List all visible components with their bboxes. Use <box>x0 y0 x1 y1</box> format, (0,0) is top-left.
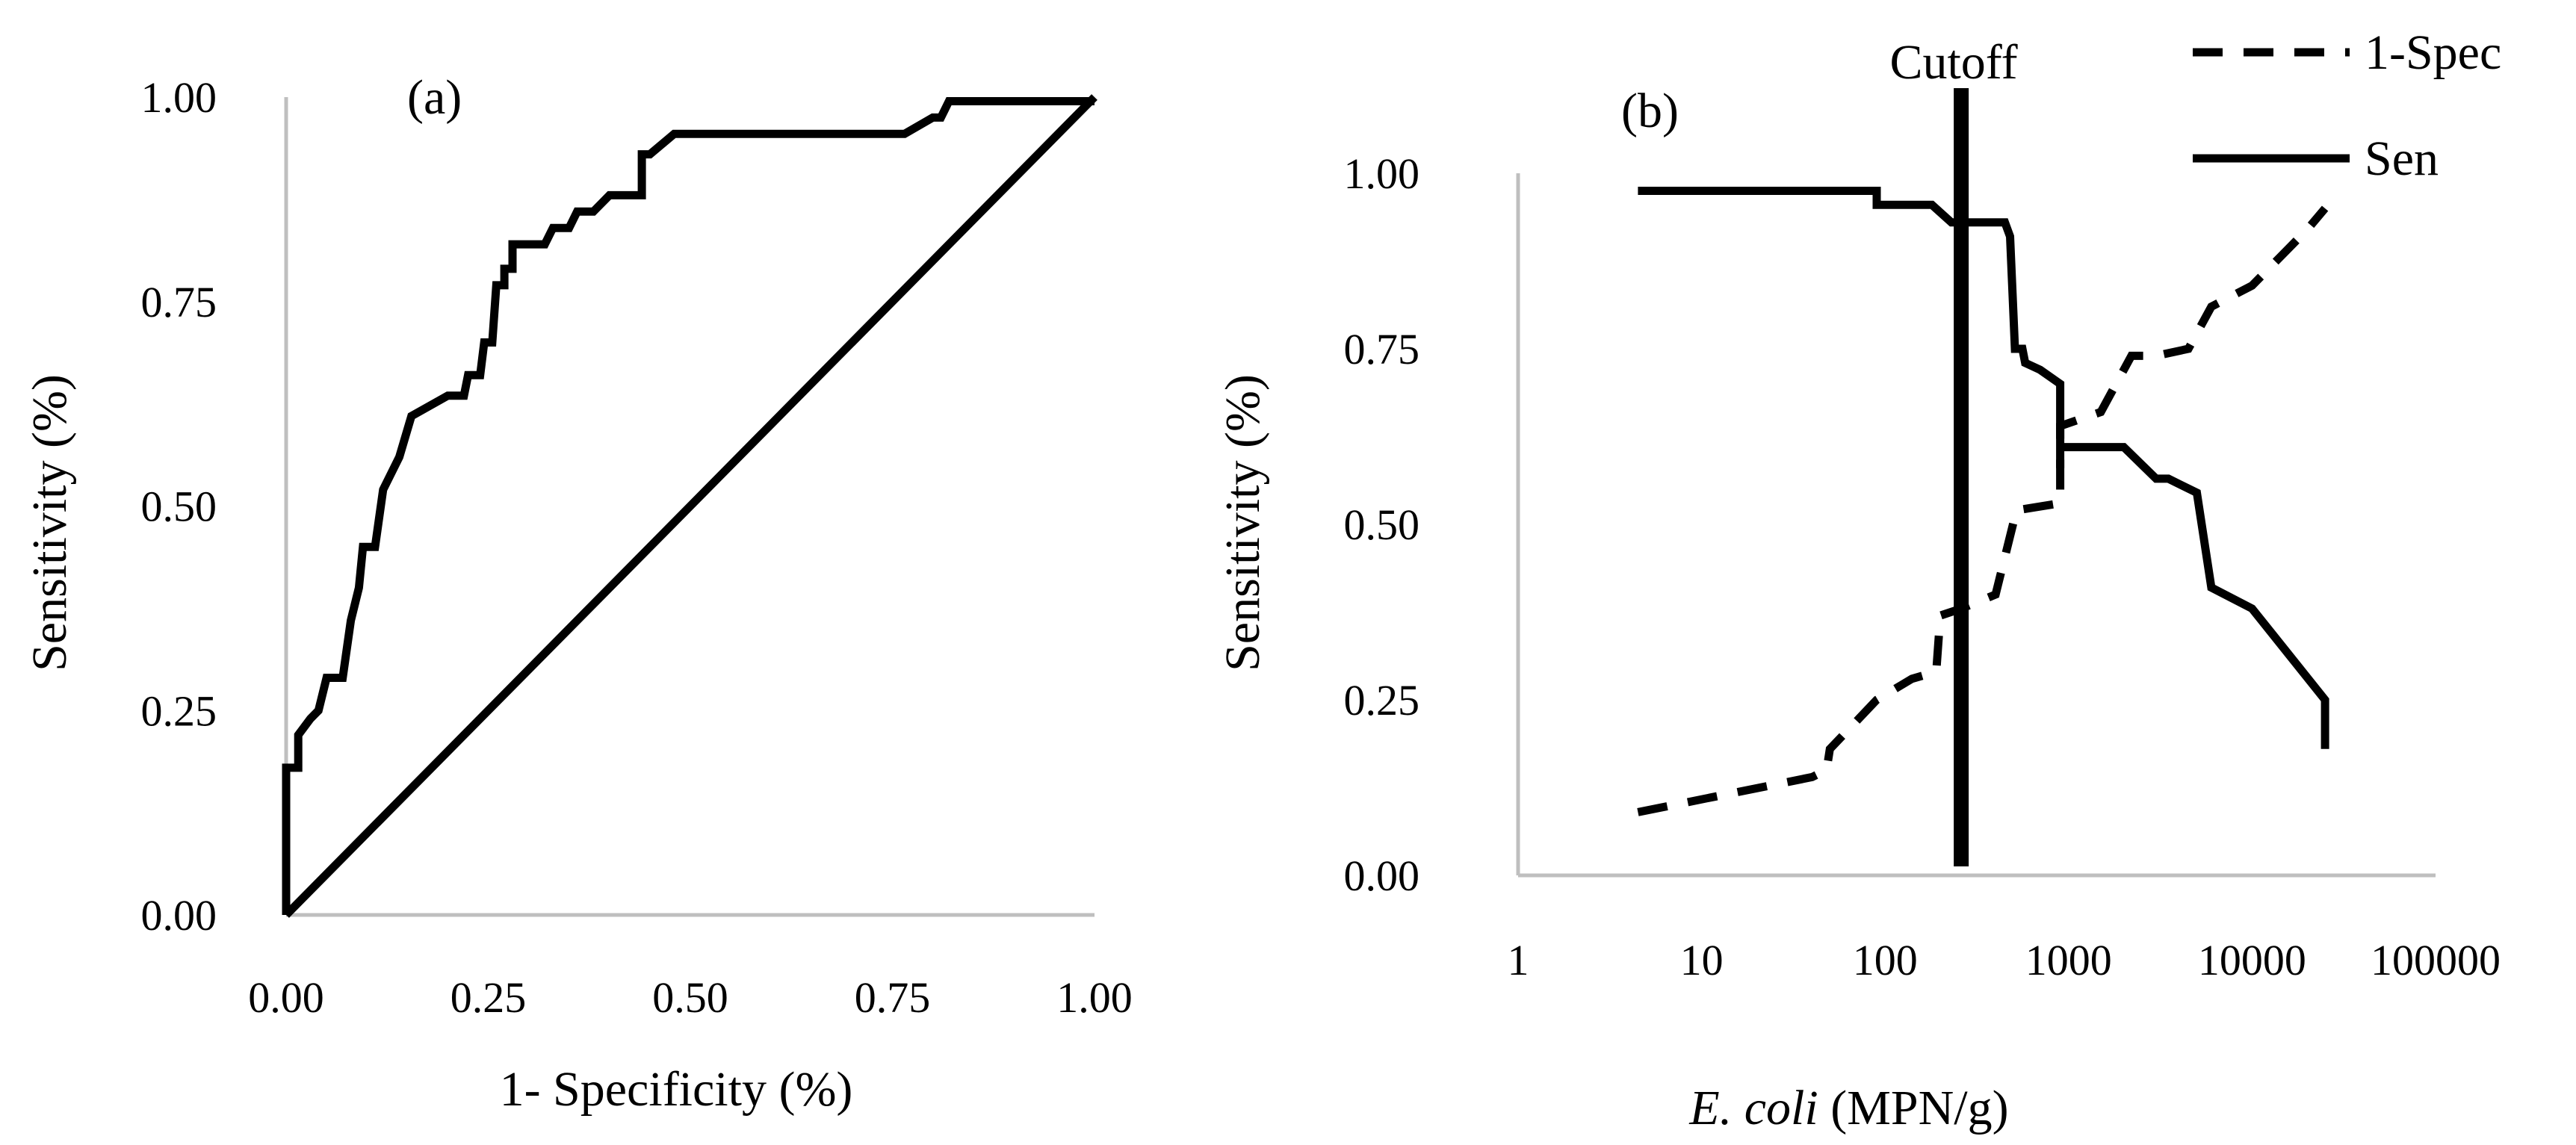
panel-b-y-tick-label: 0.00 <box>1344 851 1420 900</box>
panel-b-series-sen <box>1638 187 2329 749</box>
panel-b-x-tick-label: 10 <box>1680 936 1724 984</box>
panel-a-y-tick-label: 0.75 <box>141 278 217 326</box>
panel-a-x-axis-label: 1- Specificity (%) <box>500 1062 853 1117</box>
panel-b-x-tick-label: 10000 <box>2198 936 2306 984</box>
panel-b-x-axis-label-italic: E. coli <box>1688 1081 1818 1135</box>
panel-a-y-tick-label: 1.00 <box>141 73 217 122</box>
panel-b-x-tick-label: 100000 <box>2371 936 2501 984</box>
panel-b-x-tick-label: 100 <box>1853 936 1918 984</box>
panel-a-roc-chart: (a) 1- Specificity (%) Sensitivity (%) 0… <box>22 70 1133 1117</box>
panel-b-x-tick-label: 1 <box>1508 936 1529 984</box>
cutoff-label: Cutoff <box>1889 35 2017 90</box>
panel-a-x-tick-label: 0.50 <box>652 973 728 1022</box>
panel-b-legend: 1-Spec Sen <box>2193 25 2501 186</box>
panel-a-x-tick-label: 0.75 <box>855 973 931 1022</box>
panel-b-threshold-chart: (b) E. coli (MPN/g) Sensitivity (%) Cuto… <box>1216 25 2501 1135</box>
panel-a-y-tick-label: 0.50 <box>141 482 217 531</box>
panel-b-series-1-spec <box>1637 205 2329 816</box>
panel-a-x-tick-label: 1.00 <box>1056 973 1133 1022</box>
panel-b-x-axis-label: E. coli (MPN/g) <box>1688 1081 2008 1135</box>
panel-a-x-tick-label: 0.25 <box>451 973 527 1022</box>
panel-b-y-tick-label: 0.25 <box>1344 676 1420 724</box>
panel-b-x-axis-label-unit: (MPN/g) <box>1818 1081 2009 1135</box>
panel-a-label: (a) <box>407 70 462 125</box>
panel-b-y-axis-label: Sensitivity (%) <box>1216 374 1270 671</box>
panel-a-x-tick-label: 0.00 <box>248 973 324 1022</box>
panel-b-label: (b) <box>1621 84 1679 138</box>
legend-label-sen: Sen <box>2365 131 2439 186</box>
panel-a-y-tick-label: 0.25 <box>141 686 217 735</box>
panel-a-y-axis-label: Sensitivity (%) <box>22 374 77 671</box>
panel-a-series-reference <box>283 94 1097 918</box>
panel-a-y-tick-label: 0.00 <box>141 891 217 940</box>
panel-a-series-roc <box>282 97 1095 915</box>
panel-b-x-tick-label: 1000 <box>2025 936 2112 984</box>
legend-label-1-spec: 1-Spec <box>2365 25 2501 80</box>
panel-b-y-tick-label: 0.50 <box>1344 500 1420 549</box>
panel-b-y-tick-label: 0.75 <box>1344 325 1420 373</box>
panel-b-y-tick-label: 1.00 <box>1344 149 1420 198</box>
